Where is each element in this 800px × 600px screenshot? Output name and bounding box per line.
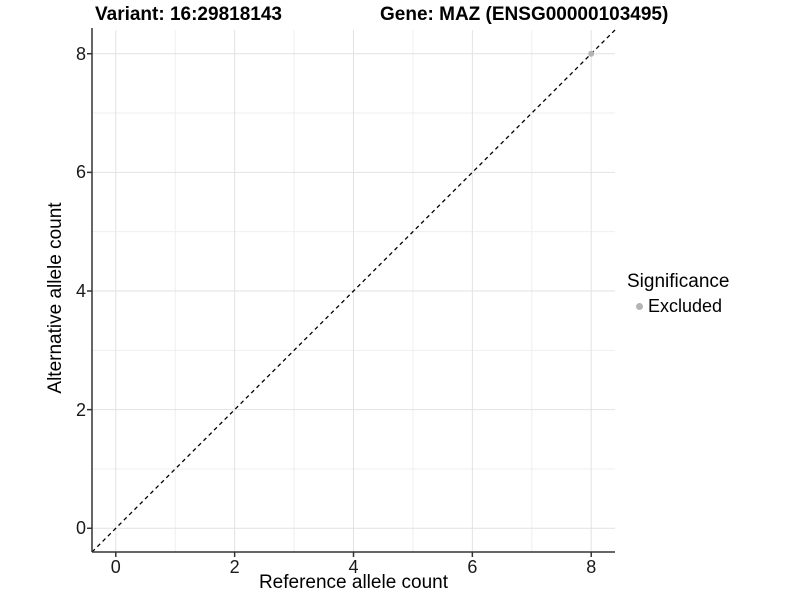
x-tick-label: 0 bbox=[110, 557, 121, 577]
plot-title-gene: Gene: MAZ (ENSG00000103495) bbox=[380, 4, 669, 25]
y-tick-label: 0 bbox=[75, 518, 86, 539]
x-tick-label: 4 bbox=[348, 557, 359, 577]
identity-line bbox=[91, 29, 616, 553]
x-tick-label: 8 bbox=[586, 557, 597, 577]
legend: Significance Excluded bbox=[627, 271, 729, 317]
legend-title: Significance bbox=[627, 271, 730, 292]
legend-item-label: Excluded bbox=[648, 296, 723, 316]
y-axis-title: Alternative allele count bbox=[45, 202, 66, 394]
x-tick-label: 2 bbox=[229, 557, 240, 577]
x-axis-title: Reference allele count bbox=[258, 572, 449, 593]
data-point bbox=[588, 50, 595, 57]
y-tick-label: 6 bbox=[75, 162, 86, 183]
x-tick-label: 6 bbox=[467, 557, 478, 577]
y-tick-label: 8 bbox=[75, 43, 86, 64]
legend-items: Excluded bbox=[627, 296, 729, 317]
plot-title-variant: Variant: 16:29818143 bbox=[95, 4, 282, 25]
legend-point-icon bbox=[636, 303, 643, 310]
legend-item: Excluded bbox=[627, 296, 729, 317]
y-tick-label: 2 bbox=[75, 399, 86, 420]
y-tick-label: 4 bbox=[75, 281, 86, 301]
